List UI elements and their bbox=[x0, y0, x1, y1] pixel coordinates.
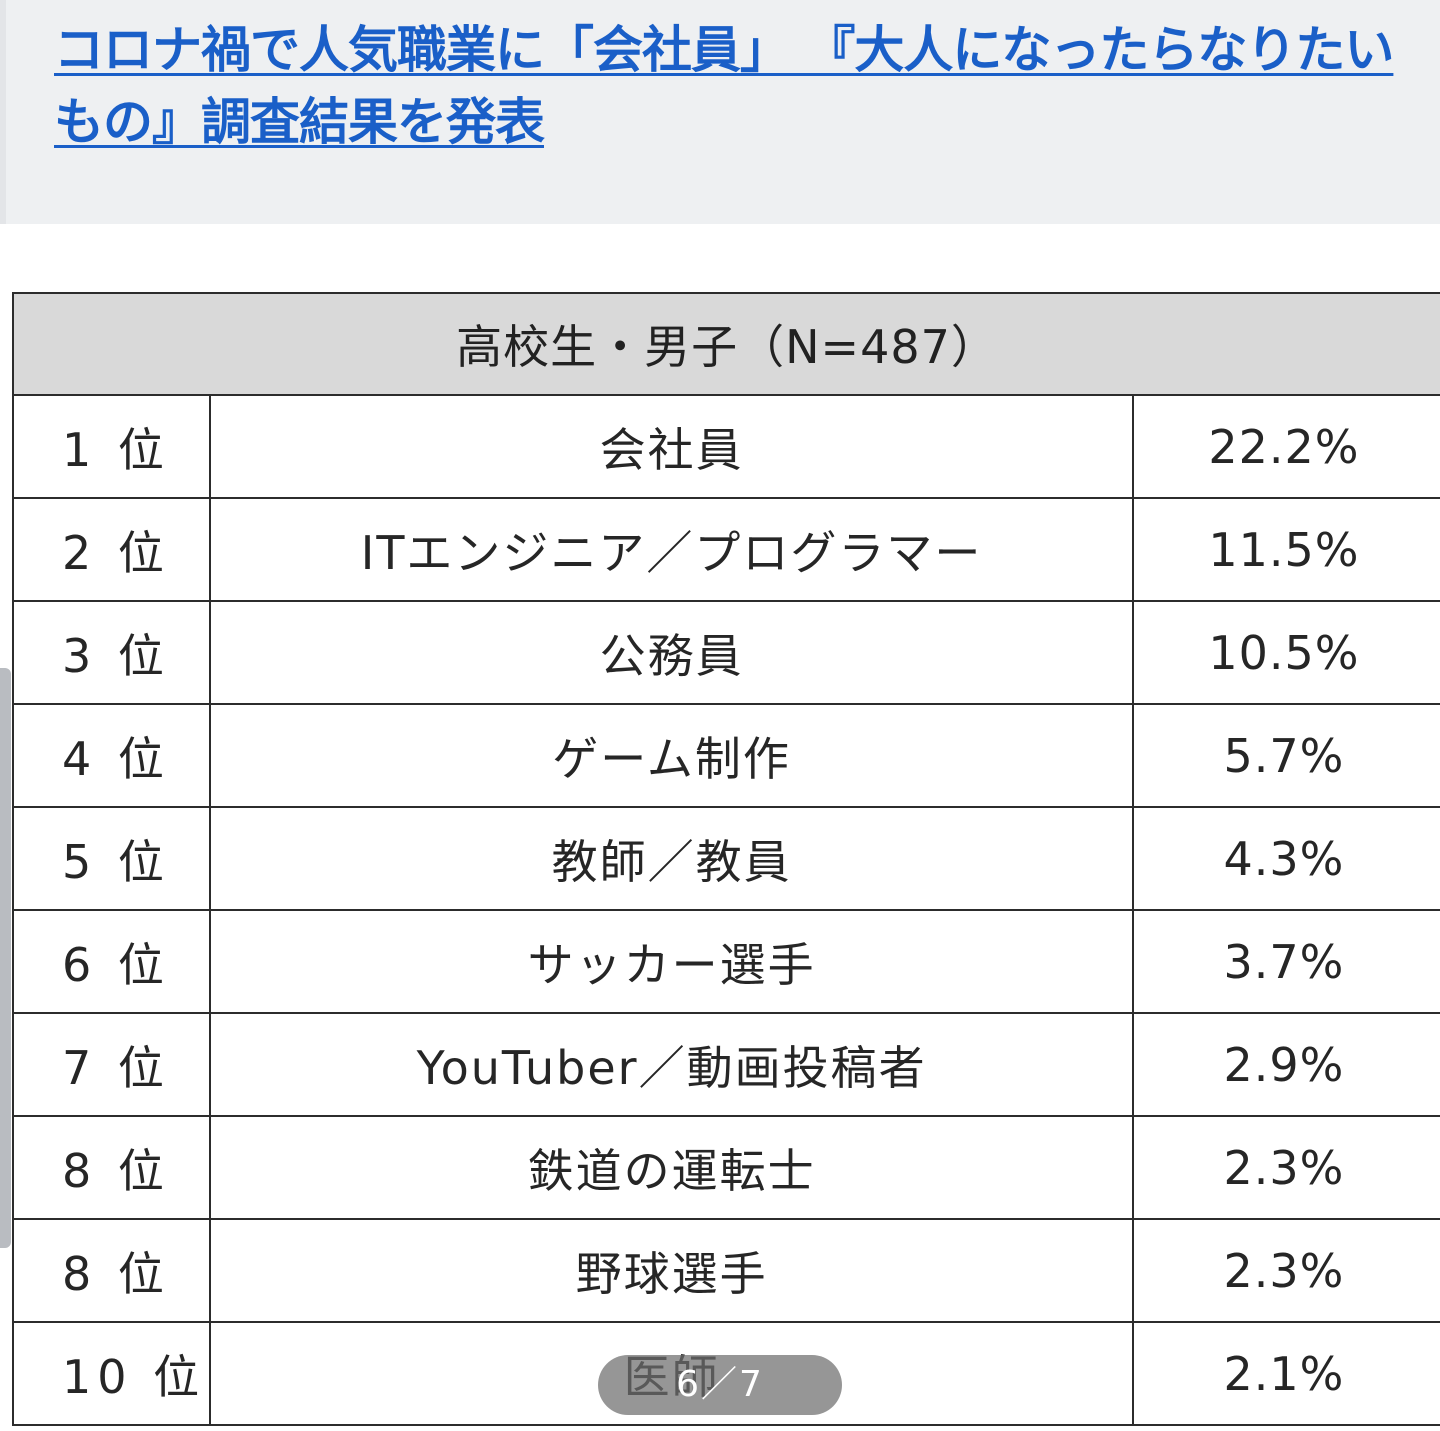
job-cell: ITエンジニア／プログラマー bbox=[209, 497, 1134, 602]
percent-cell: 5.7% bbox=[1131, 703, 1440, 808]
percent-cell: 4.3% bbox=[1131, 806, 1440, 911]
table-row: 6 位 サッカー選手 3.7% bbox=[11, 909, 1440, 1014]
rank-cell: 8 位 bbox=[11, 1115, 212, 1220]
table-row: 3 位 公務員 10.5% bbox=[11, 600, 1440, 705]
scrollbar-thumb[interactable] bbox=[0, 668, 11, 1248]
table-title: 高校生・男子（N=487） bbox=[12, 292, 1440, 396]
rank-cell: 2 位 bbox=[11, 497, 212, 602]
job-cell: 公務員 bbox=[209, 600, 1134, 705]
rank-cell: 4 位 bbox=[11, 703, 212, 808]
job-cell: サッカー選手 bbox=[209, 909, 1134, 1014]
percent-cell: 2.1% bbox=[1131, 1321, 1440, 1426]
rank-cell: 3 位 bbox=[11, 600, 212, 705]
job-cell: 会社員 bbox=[209, 394, 1134, 499]
job-cell: 教師／教員 bbox=[209, 806, 1134, 911]
percent-cell: 3.7% bbox=[1131, 909, 1440, 1014]
percent-cell: 10.5% bbox=[1131, 600, 1440, 705]
table-row: 4 位 ゲーム制作 5.7% bbox=[11, 703, 1440, 808]
job-cell: 野球選手 bbox=[209, 1218, 1134, 1323]
rank-cell: 5 位 bbox=[11, 806, 212, 911]
table-row: 8 位 野球選手 2.3% bbox=[11, 1218, 1440, 1323]
job-cell: ゲーム制作 bbox=[209, 703, 1134, 808]
rank-cell: 8 位 bbox=[11, 1218, 212, 1323]
ranking-table: 高校生・男子（N=487） 1 位 会社員 22.2% 2 位 ITエンジニア／… bbox=[11, 292, 1440, 1426]
job-cell: 鉄道の運転士 bbox=[209, 1115, 1134, 1220]
rank-cell: 7 位 bbox=[11, 1012, 212, 1117]
percent-cell: 11.5% bbox=[1131, 497, 1440, 602]
rank-cell: 1 位 bbox=[11, 394, 212, 499]
rank-cell: 10 位 bbox=[11, 1321, 212, 1426]
table-row: 7 位 YouTuber／動画投稿者 2.9% bbox=[11, 1012, 1440, 1117]
article-headline-link[interactable]: コロナ禍で人気職業に「会社員」 『大人になったらなりたいもの』調査結果を発表 bbox=[54, 21, 1394, 151]
header-edge bbox=[0, 0, 6, 224]
page-counter: 6／7 bbox=[598, 1355, 842, 1415]
percent-cell: 2.3% bbox=[1131, 1218, 1440, 1323]
table-header-row: 高校生・男子（N=487） bbox=[12, 292, 1440, 396]
table-row: 5 位 教師／教員 4.3% bbox=[11, 806, 1440, 911]
table-row: 8 位 鉄道の運転士 2.3% bbox=[11, 1115, 1440, 1220]
table-row: 1 位 会社員 22.2% bbox=[11, 394, 1440, 499]
rank-cell: 6 位 bbox=[11, 909, 212, 1014]
article-header: コロナ禍で人気職業に「会社員」 『大人になったらなりたいもの』調査結果を発表 bbox=[0, 0, 1440, 224]
job-cell: YouTuber／動画投稿者 bbox=[209, 1012, 1134, 1117]
percent-cell: 2.3% bbox=[1131, 1115, 1440, 1220]
percent-cell: 22.2% bbox=[1131, 394, 1440, 499]
table-row: 2 位 ITエンジニア／プログラマー 11.5% bbox=[11, 497, 1440, 602]
percent-cell: 2.9% bbox=[1131, 1012, 1440, 1117]
